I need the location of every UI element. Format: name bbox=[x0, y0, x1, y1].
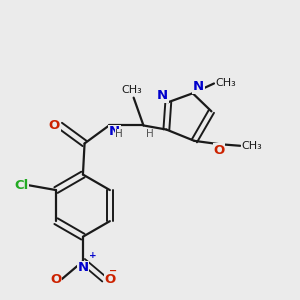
Text: CH₃: CH₃ bbox=[216, 79, 236, 88]
Text: CH₃: CH₃ bbox=[242, 141, 262, 151]
Text: −: − bbox=[109, 266, 117, 276]
Text: N: N bbox=[157, 89, 168, 102]
Text: H: H bbox=[115, 129, 123, 139]
Text: O: O bbox=[213, 144, 224, 157]
Text: H: H bbox=[146, 129, 154, 139]
Text: N: N bbox=[109, 125, 120, 139]
Text: O: O bbox=[104, 273, 116, 286]
Text: Cl: Cl bbox=[14, 179, 28, 192]
Text: N: N bbox=[77, 261, 88, 274]
Text: O: O bbox=[49, 119, 60, 132]
Text: CH₃: CH₃ bbox=[122, 85, 142, 95]
Text: +: + bbox=[89, 250, 96, 260]
Text: O: O bbox=[50, 273, 62, 286]
Text: N: N bbox=[193, 80, 204, 93]
